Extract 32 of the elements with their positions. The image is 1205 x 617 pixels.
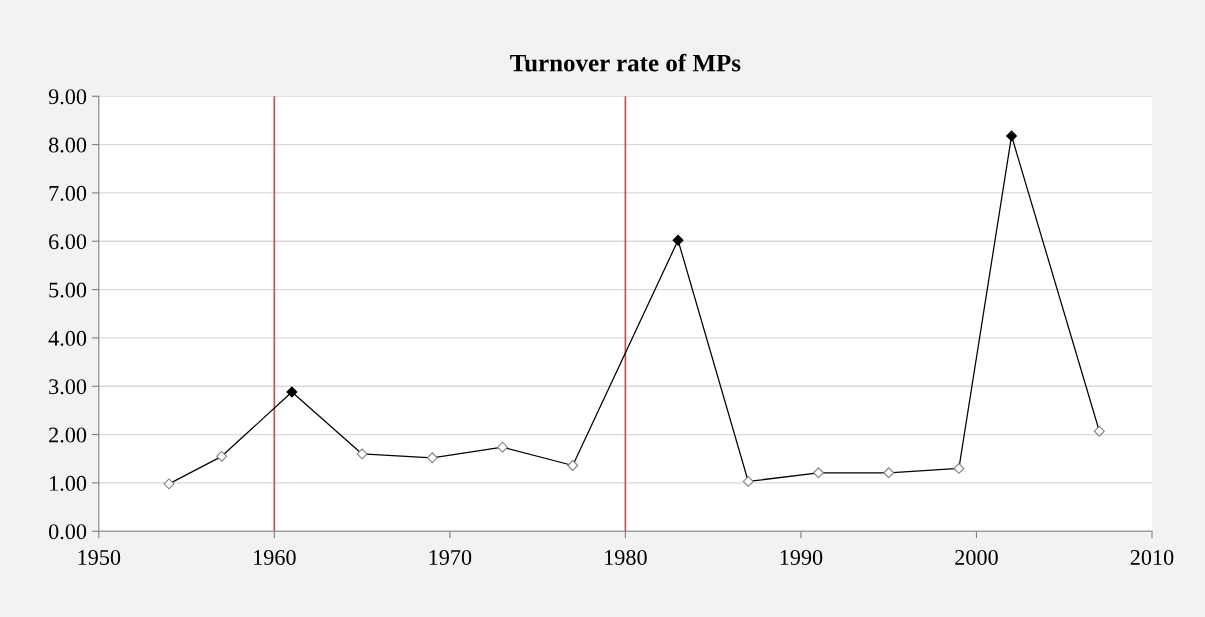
point: [883, 467, 895, 479]
x-tick-label: 1990: [780, 549, 823, 565]
point: [216, 450, 228, 462]
y-tick-label: 4.00: [48, 330, 87, 346]
point: [1006, 130, 1018, 142]
y-tick-label: 1.00: [50, 475, 87, 491]
point: [567, 460, 579, 471]
y-tick-label: 2.00: [49, 427, 87, 443]
point: [742, 475, 754, 487]
point: [1093, 425, 1105, 437]
point: [163, 478, 175, 490]
y-tick-label: 8.00: [48, 137, 87, 153]
y-tick-label: 6.00: [49, 234, 87, 250]
y-tick-label: 9.00: [48, 89, 87, 105]
point: [672, 234, 684, 246]
x-tick-label: 1950: [78, 549, 121, 565]
y-tick-label: 5.00: [49, 282, 87, 298]
x-tick-label: 1970: [429, 549, 472, 565]
point: [813, 467, 824, 479]
y-tick-label: 0.00: [48, 524, 87, 540]
point: [497, 441, 508, 453]
point: [286, 386, 298, 398]
x-tick-label: 1980: [605, 549, 647, 565]
point: [953, 462, 965, 474]
y-tick-label: 7.00: [49, 185, 87, 201]
point: [426, 452, 438, 464]
chart-title: Turnover rate of MPs: [510, 53, 741, 72]
x-tick-label: 1960: [254, 549, 296, 565]
y-tick-label: 3.00: [49, 379, 87, 395]
x-tick-label: 2000: [955, 549, 998, 565]
x-tick-label: 2010: [1130, 549, 1174, 565]
point: [356, 448, 368, 460]
